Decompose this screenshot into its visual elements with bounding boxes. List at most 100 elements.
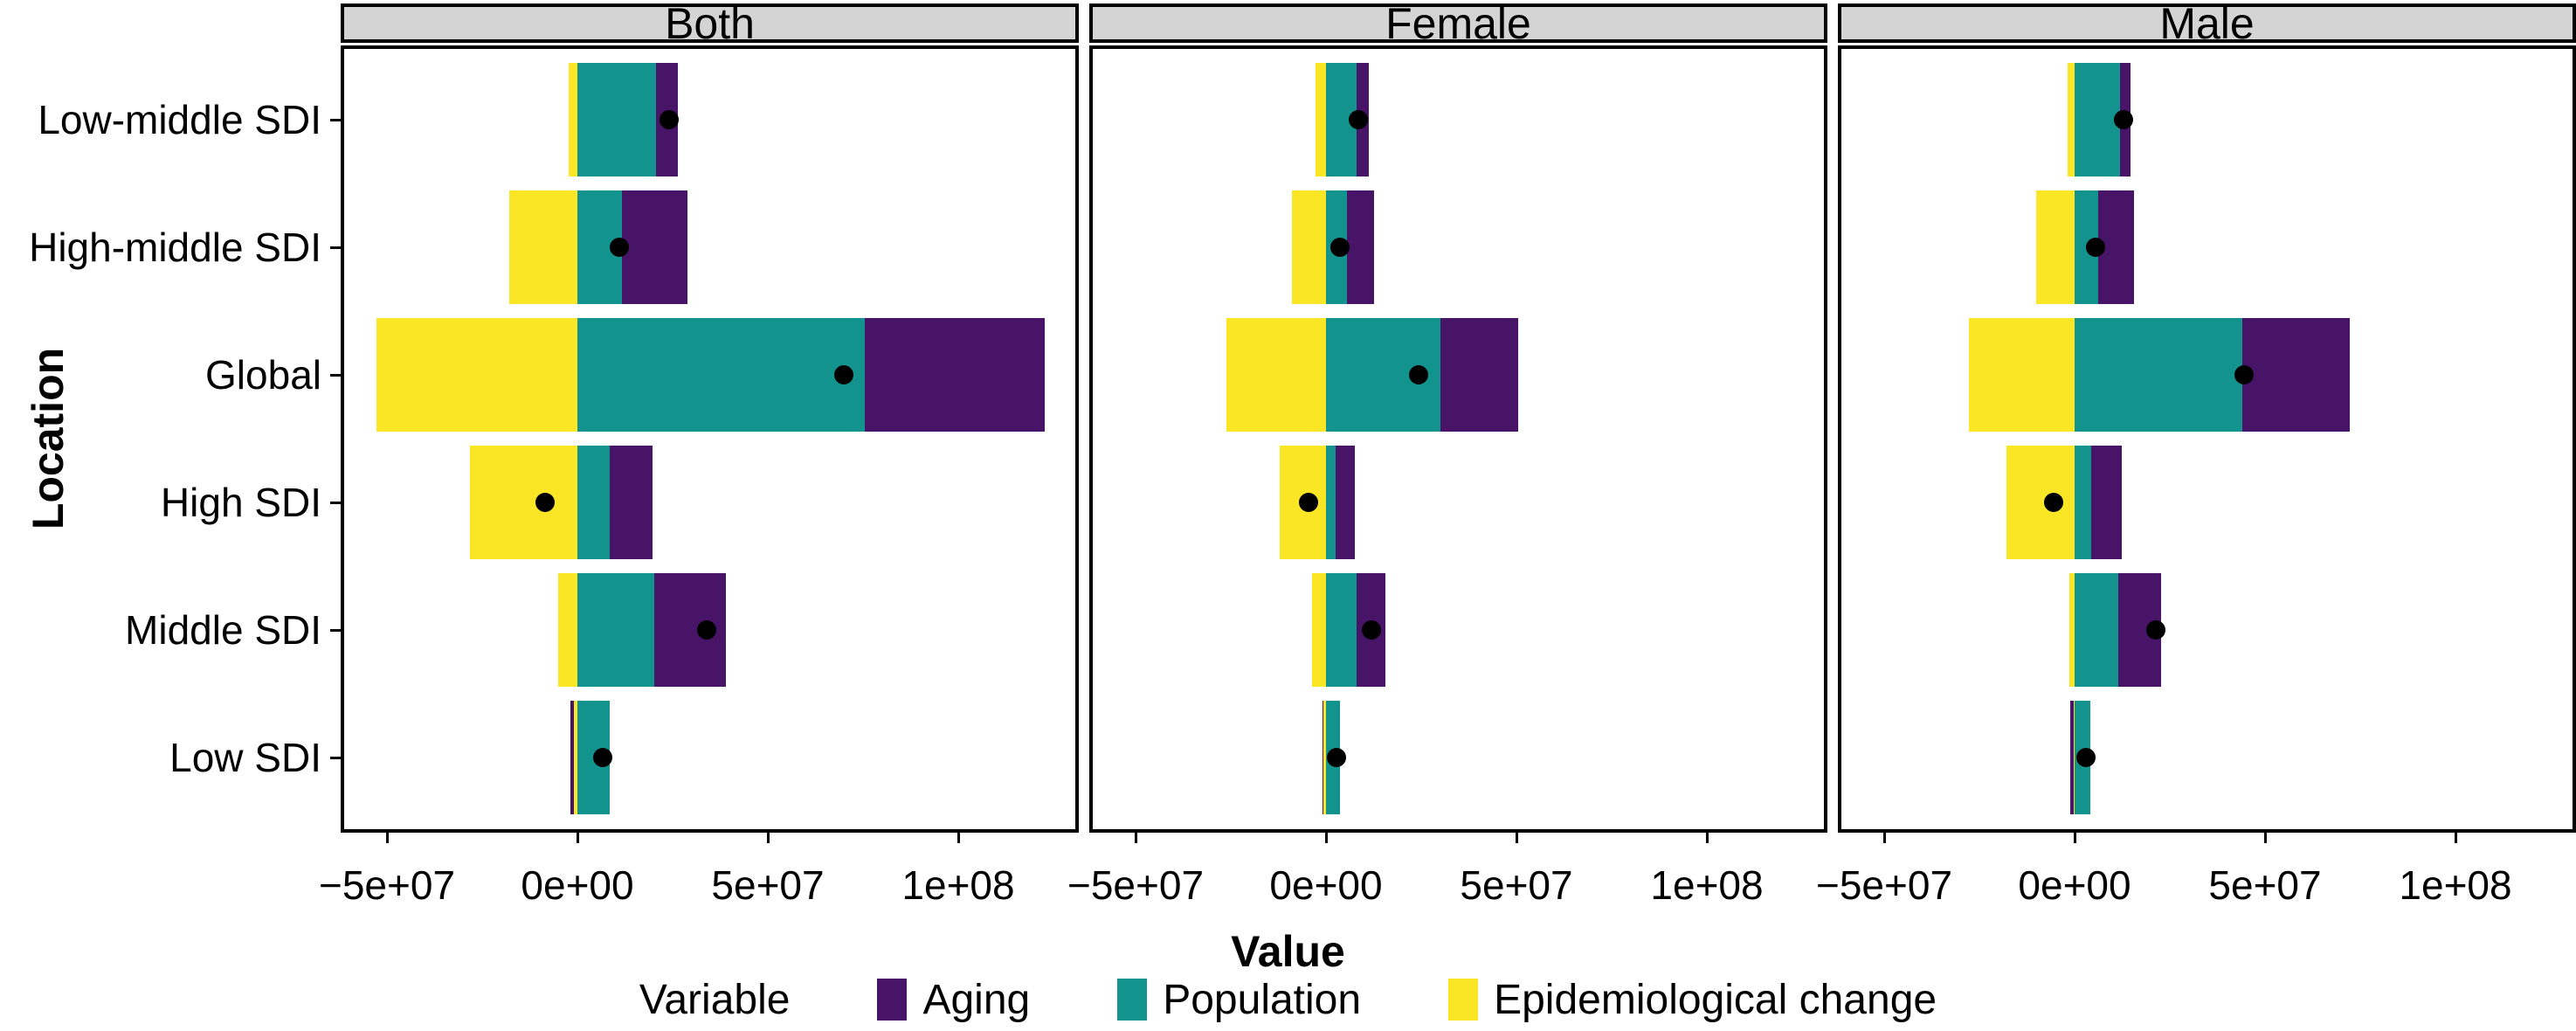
x-tick-label: 1e+08 — [2399, 862, 2512, 908]
x-tick-mark — [1324, 833, 1328, 843]
legend-swatch-population — [1117, 979, 1148, 1021]
bar-segment-both-middle-sdi-epidemiological_change — [558, 573, 577, 687]
y-tick-mark — [330, 246, 341, 249]
bar-segment-female-high-sdi-population — [1326, 446, 1336, 559]
bar-segment-male-high-sdi-epidemiological_change — [2006, 446, 2075, 559]
bar-segment-female-global-epidemiological_change — [1226, 318, 1326, 432]
legend-item-epidemiological-change: Epidemiological change — [1448, 976, 1937, 1024]
legend: Variable Aging Population Epidemiologica… — [0, 972, 2576, 1028]
x-tick-mark — [1705, 833, 1709, 843]
bar-segment-male-high-sdi-aging — [2091, 446, 2123, 559]
x-tick-mark — [2073, 833, 2076, 843]
x-tick-mark — [766, 833, 770, 843]
x-tick-label: −5e+07 — [318, 862, 456, 908]
x-tick-label: 1e+08 — [901, 862, 1015, 908]
net-change-dot-female-low-middle-sdi — [1349, 110, 1369, 129]
net-change-dot-both-high-sdi — [535, 493, 555, 512]
net-change-dot-both-global — [833, 365, 853, 384]
net-change-dot-female-low-sdi — [1326, 748, 1346, 767]
x-tick-label: 0e+00 — [2018, 862, 2131, 908]
bar-segment-female-middle-sdi-population — [1326, 573, 1357, 687]
y-tick-mark — [330, 628, 341, 632]
bar-segment-both-low-sdi-epidemiological_change — [573, 701, 577, 814]
bar-segment-female-low-sdi-epidemiological_change — [1323, 701, 1326, 814]
bar-segment-male-global-epidemiological_change — [1969, 318, 2075, 432]
facet-panel-both — [341, 45, 1079, 833]
x-tick-label: 5e+07 — [2208, 862, 2322, 908]
facet-strip-female: Female — [1089, 2, 1827, 45]
facet-strip-male: Male — [1838, 2, 2576, 45]
net-change-dot-both-low-sdi — [592, 748, 612, 767]
bar-segment-male-low-middle-sdi-epidemiological_change — [2068, 63, 2075, 176]
x-tick-label: −5e+07 — [1815, 862, 1953, 908]
net-change-dot-male-low-middle-sdi — [2114, 110, 2134, 129]
legend-swatch-epidemiological-change — [1448, 979, 1479, 1021]
net-change-dot-both-high-middle-sdi — [609, 238, 629, 257]
y-tick-mark — [330, 373, 341, 377]
facet-panel-male — [1838, 45, 2576, 833]
bar-segment-both-low-middle-sdi-population — [577, 63, 656, 176]
net-change-dot-male-high-sdi — [2044, 493, 2064, 512]
net-change-dot-male-middle-sdi — [2145, 620, 2165, 640]
bar-segment-both-high-middle-sdi-aging — [622, 190, 687, 304]
net-change-dot-male-low-sdi — [2076, 748, 2096, 767]
x-tick-label: 1e+08 — [1650, 862, 1764, 908]
bar-segment-male-low-sdi-epidemiological_change — [2073, 701, 2075, 814]
x-tick-label: 0e+00 — [521, 862, 634, 908]
bar-segment-male-middle-sdi-epidemiological_change — [2068, 573, 2075, 687]
x-tick-mark — [1515, 833, 1518, 843]
bar-segment-female-global-aging — [1440, 318, 1518, 432]
bar-segment-male-global-aging — [2242, 318, 2350, 432]
bar-segment-both-global-epidemiological_change — [376, 318, 577, 432]
net-change-dot-both-middle-sdi — [697, 620, 717, 640]
x-tick-label: −5e+07 — [1067, 862, 1205, 908]
bar-segment-male-high-sdi-population — [2075, 446, 2092, 559]
facet-strip-both: Both — [341, 2, 1079, 45]
x-tick-mark — [1134, 833, 1137, 843]
x-tick-mark — [2454, 833, 2457, 843]
net-change-dot-female-high-sdi — [1298, 493, 1318, 512]
y-axis-label-global: Global — [205, 352, 321, 398]
y-axis-label-low-sdi: Low SDI — [169, 735, 321, 780]
bar-segment-both-global-aging — [865, 318, 1045, 432]
x-tick-mark — [2263, 833, 2267, 843]
net-change-dot-female-middle-sdi — [1362, 620, 1382, 640]
legend-label-epidemiological-change: Epidemiological change — [1494, 976, 1937, 1023]
y-tick-mark — [330, 118, 341, 121]
bar-segment-female-high-middle-sdi-epidemiological_change — [1292, 190, 1326, 304]
bar-segment-both-global-population — [577, 318, 866, 432]
bar-segment-female-high-middle-sdi-aging — [1346, 190, 1374, 304]
bar-segment-female-middle-sdi-epidemiological_change — [1311, 573, 1326, 687]
x-tick-label: 5e+07 — [1460, 862, 1573, 908]
legend-item-aging: Aging — [877, 976, 1030, 1024]
y-axis-label-middle-sdi: Middle SDI — [125, 607, 321, 653]
net-change-dot-female-high-middle-sdi — [1330, 238, 1350, 257]
x-tick-mark — [1882, 833, 1886, 843]
bar-segment-male-low-sdi-aging — [2069, 701, 2074, 814]
x-tick-mark — [385, 833, 389, 843]
bar-segment-both-middle-sdi-population — [577, 573, 654, 687]
bar-segment-female-high-sdi-aging — [1336, 446, 1356, 559]
bar-segment-both-high-middle-sdi-epidemiological_change — [508, 190, 577, 304]
bar-segment-both-high-sdi-population — [577, 446, 610, 559]
facet-panel-female — [1089, 45, 1827, 833]
x-tick-label: 0e+00 — [1269, 862, 1383, 908]
bar-segment-both-low-sdi-aging — [570, 701, 574, 814]
y-tick-mark — [330, 756, 341, 759]
y-axis-label-low-middle-sdi: Low-middle SDI — [38, 97, 321, 142]
x-axis-title: Value — [1231, 927, 1345, 976]
bar-segment-female-low-middle-sdi-epidemiological_change — [1315, 63, 1326, 176]
legend-title: Variable — [639, 976, 791, 1023]
bar-segment-both-high-sdi-epidemiological_change — [469, 446, 577, 559]
x-tick-label: 5e+07 — [711, 862, 825, 908]
legend-label-aging: Aging — [922, 976, 1031, 1023]
legend-label-population: Population — [1163, 976, 1362, 1023]
y-tick-mark — [330, 501, 341, 504]
x-tick-mark — [957, 833, 960, 843]
y-axis-label-high-middle-sdi: High-middle SDI — [29, 225, 321, 270]
legend-item-population: Population — [1117, 976, 1361, 1024]
bar-segment-male-middle-sdi-population — [2075, 573, 2119, 687]
net-change-dot-female-global — [1408, 365, 1428, 384]
x-tick-mark — [576, 833, 579, 843]
